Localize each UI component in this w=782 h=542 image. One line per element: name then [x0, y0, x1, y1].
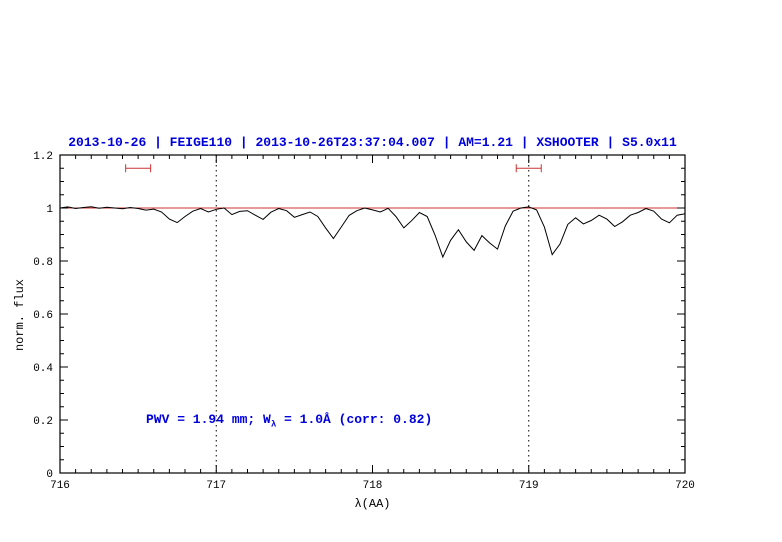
x-tick-label: 717	[206, 480, 226, 492]
plot-title: 2013-10-26 | FEIGE110 | 2013-10-26T23:37…	[68, 135, 677, 150]
pwv-annotation-pre: PWV = 1.94 mm; W	[146, 412, 271, 427]
pwv-annotation-sub: λ	[270, 419, 277, 430]
y-tick-label: 1	[46, 204, 53, 216]
y-tick-label: 0.4	[33, 363, 53, 375]
pwv-annotation-post: = 1.0Å (corr: 0.82)	[276, 412, 433, 427]
y-tick-label: 0.8	[33, 257, 53, 269]
x-tick-label: 720	[675, 480, 695, 492]
x-axis-label: λ(AA)	[354, 497, 391, 511]
x-tick-label: 716	[50, 480, 70, 492]
y-tick-label: 0	[46, 469, 53, 481]
spectrum-line	[59, 206, 686, 259]
x-tick-label: 718	[363, 480, 383, 492]
y-tick-label: 0.2	[33, 416, 53, 428]
y-tick-label: 0.6	[33, 310, 53, 322]
y-axis-label: norm. flux	[13, 279, 27, 352]
y-tick-label: 1.2	[33, 151, 53, 163]
x-tick-label: 719	[519, 480, 539, 492]
pwv-annotation: PWV = 1.94 mm; Wλ = 1.0Å (corr: 0.82)	[146, 412, 432, 430]
